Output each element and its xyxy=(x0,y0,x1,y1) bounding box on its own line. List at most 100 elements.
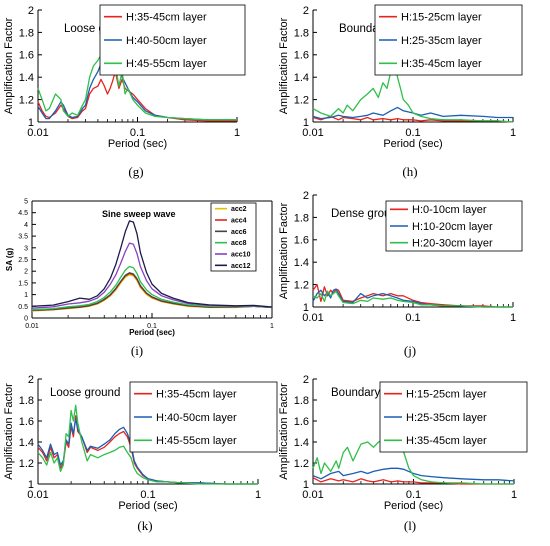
y-tick-label: 1.6 xyxy=(19,50,34,62)
legend-label: H:35-45cm layer xyxy=(406,435,487,447)
legend-label: H:35-45cm layer xyxy=(401,58,482,70)
y-tick-label: 2 xyxy=(28,374,34,386)
x-tick-label: 0.1 xyxy=(140,489,155,501)
chart-panel-i: 0.01 0.1 1 0 0.5 1 1.5 2 2.5 3 3.5 4 4.5 5 Period (sec… xyxy=(5,198,274,358)
series-line-3 xyxy=(37,404,258,485)
legend-label: H:20-30cm layer xyxy=(412,238,493,250)
x-tick-label: 0.01 xyxy=(302,489,323,501)
y-tick-label: 0 xyxy=(24,315,28,322)
x-tick-label: 1 xyxy=(510,127,516,139)
legend-label: acc2 xyxy=(231,206,247,213)
legend-label: acc8 xyxy=(231,240,247,247)
y-tick-label: 1.2 xyxy=(294,94,309,106)
y-tick-label: 4.5 xyxy=(18,210,28,217)
legend-label: H:25-35cm layer xyxy=(401,35,482,47)
legend-label: H:25-35cm layer xyxy=(406,412,487,424)
series-line-3 xyxy=(31,272,273,311)
y-axis-label: Amplification Factor xyxy=(278,202,290,299)
legend-label: H:15-25cm layer xyxy=(406,389,487,401)
x-tick-label: 0.1 xyxy=(147,323,157,330)
x-tick-label: 0.01 xyxy=(27,127,48,139)
legend-box xyxy=(210,202,257,272)
legend-box xyxy=(374,4,523,76)
y-tick-label: 1.6 xyxy=(19,416,34,428)
y-tick-label: 1.5 xyxy=(18,280,28,287)
y-tick-label: 1.8 xyxy=(294,212,309,224)
y-tick-label: 1.2 xyxy=(19,94,34,106)
x-tick-label: 0.01 xyxy=(302,127,323,139)
x-axis-label: Period (sec) xyxy=(118,500,177,512)
chart-panel-k: 0.01 0.1 1 1 1.2 1.4 1.6 1.8 2 Period (sec) Amplif… xyxy=(3,374,278,533)
legend: H:15-25cm layer H:25-35cm layer H:35-45cm … xyxy=(374,4,523,76)
legend: H:35-45cm layer H:40-50cm layer H:45-55cm … xyxy=(129,381,278,453)
series-line-4 xyxy=(31,265,273,311)
y-tick-label: 1.4 xyxy=(294,437,309,449)
y-tick-label: 2 xyxy=(303,374,309,386)
y-axis-label: Amplification Factor xyxy=(3,383,15,480)
x-axis-label: Period (sec) xyxy=(384,500,443,512)
y-tick-label: 1.2 xyxy=(294,279,309,291)
y-axis-label: Amplification Factor xyxy=(3,17,15,114)
legend-label: acc10 xyxy=(231,251,251,258)
series-line-1 xyxy=(312,477,514,485)
x-axis-label: Period (sec) xyxy=(129,328,175,337)
x-tick-label: 0.1 xyxy=(406,489,421,501)
legend-box xyxy=(385,200,523,252)
y-tick-label: 1.8 xyxy=(19,395,34,407)
x-tick-label: 1 xyxy=(255,489,261,501)
x-tick-label: 0.1 xyxy=(405,312,420,324)
x-tick-label: 1 xyxy=(511,489,517,501)
chart-title: Sine sweep wave xyxy=(102,209,176,219)
legend-label: H:0-10cm layer xyxy=(412,204,487,216)
y-tick-label: 2.5 xyxy=(18,257,28,264)
chart-panel-g: 0.01 0.1 1 1 1.2 1.4 1.6 1.8 2 Period (sec) Amplif… xyxy=(3,4,246,179)
legend-box xyxy=(99,4,246,76)
y-tick-label: 1.4 xyxy=(19,437,34,449)
legend-label: H:45-55cm layer xyxy=(126,58,207,70)
y-axis-label: SA (g) xyxy=(5,248,14,272)
y-tick-label: 3 xyxy=(24,245,28,252)
y-tick-label: 1 xyxy=(28,117,34,129)
y-tick-label: 1 xyxy=(303,117,309,129)
y-tick-label: 1.8 xyxy=(19,27,34,39)
panel-caption: (k) xyxy=(137,518,152,533)
y-tick-label: 1.6 xyxy=(294,416,309,428)
legend-label: acc6 xyxy=(231,229,247,236)
y-tick-label: 1 xyxy=(303,479,309,491)
x-tick-label: 0.1 xyxy=(405,127,420,139)
series-line-1 xyxy=(312,115,514,123)
y-tick-label: 4 xyxy=(24,222,28,229)
series-line-2 xyxy=(31,272,273,312)
x-tick-label: 0.1 xyxy=(130,127,145,139)
y-tick-label: 1.4 xyxy=(294,72,309,84)
legend-label: H:35-45cm layer xyxy=(126,12,207,24)
legend-label: H:45-55cm layer xyxy=(156,435,237,447)
x-tick-label: 0.01 xyxy=(25,323,39,330)
y-tick-label: 1.6 xyxy=(294,50,309,62)
x-axis-label: Period (sec) xyxy=(108,138,167,150)
legend-label: H:15-25cm layer xyxy=(401,12,482,24)
chart-title: Dense ground xyxy=(331,208,403,220)
chart-panel-h: 0.01 0.1 1 1 1.2 1.4 1.6 1.8 2 Period (sec) Amplif… xyxy=(278,4,523,179)
x-tick-label: 1 xyxy=(234,127,240,139)
chart-title: Boundary xyxy=(331,387,380,399)
panel-caption: (j) xyxy=(404,343,416,358)
series-line-5 xyxy=(31,242,273,309)
x-axis-label: Period (sec) xyxy=(383,138,442,150)
legend-label: H:40-50cm layer xyxy=(126,35,207,47)
legend-box xyxy=(129,381,278,453)
y-axis-label: Amplification Factor xyxy=(278,17,290,114)
y-tick-label: 1.6 xyxy=(294,235,309,247)
legend-box xyxy=(379,381,528,453)
y-tick-label: 1.4 xyxy=(19,72,34,84)
x-tick-label: 1 xyxy=(510,312,516,324)
series-line-3 xyxy=(312,290,513,308)
legend: acc2 acc4 acc6 acc8 acc10 acc12 xyxy=(210,202,257,272)
chart-panel-l: 0.01 0.1 1 1 1.2 1.4 1.6 1.8 2 Period (sec) Amplif… xyxy=(278,374,528,533)
legend-label: H:35-45cm layer xyxy=(156,389,237,401)
chart-title: Loose ground xyxy=(50,387,120,399)
legend-label: acc12 xyxy=(231,263,251,270)
panel-caption: (i) xyxy=(131,343,143,358)
y-tick-label: 1 xyxy=(28,479,34,491)
